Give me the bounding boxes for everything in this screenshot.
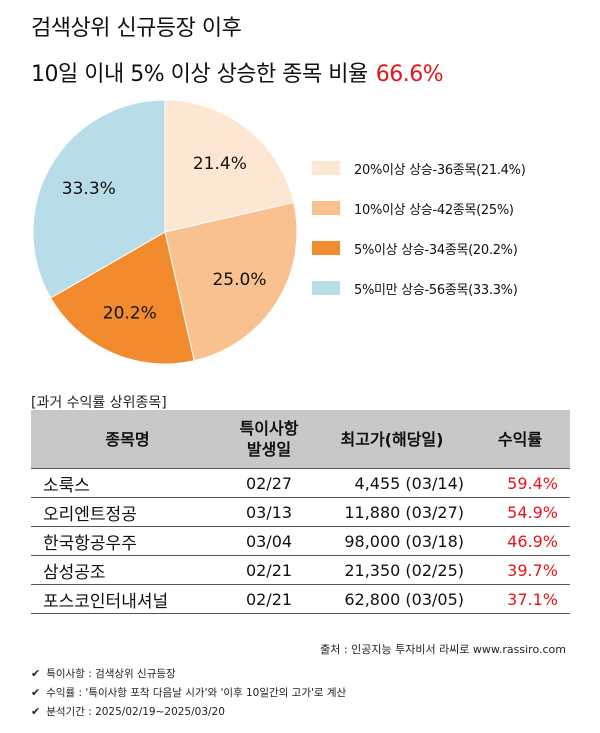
legend-label: 5%이상 상승-34종목(20.2%) (354, 242, 518, 258)
high-price: 21,350 (02/25) (314, 555, 470, 585)
header-high: 최고가(해당일) (314, 410, 470, 469)
header-date-line1: 특이사항 (239, 419, 299, 438)
pie-slice (164, 99, 295, 233)
header-date-line2: 발생일 (246, 440, 292, 459)
check-icon: ✔ (31, 686, 41, 699)
legend-swatch (312, 161, 340, 175)
table-row: 소룩스 02/27 4,455 (03/14) 59.4% (31, 468, 570, 498)
footnote-text: 수익률 : '특이사항 포착 다음날 시가'와 '이후 10일간의 고가'로 계… (46, 687, 347, 699)
pie-slice (164, 201, 298, 362)
table-header-row: 종목명 특이사항 발생일 최고가(해당일) 수익률 (31, 410, 570, 469)
page-title: 검색상위 신규등장 이후 (31, 16, 242, 41)
stock-name: 소룩스 (31, 468, 224, 498)
footnote: ✔ 특이사항 : 검색상위 신규등장 (31, 664, 346, 683)
high-price: 62,800 (03/05) (314, 584, 470, 614)
table-row: 오리엔트정공 03/13 11,880 (03/27) 54.9% (31, 497, 570, 527)
pie-data-label: 25.0% (212, 270, 266, 290)
return-value: 46.9% (470, 526, 570, 556)
high-price: 98,000 (03/18) (314, 526, 470, 556)
subtitle-percentage: 66.6% (375, 62, 444, 87)
footnote: ✔ 수익률 : '특이사항 포착 다음날 시가'와 '이후 10일간의 고가'로… (31, 683, 346, 702)
stock-name: 포스코인터내셔널 (31, 584, 224, 614)
event-date: 03/13 (224, 497, 314, 527)
footnote-text: 특이사항 : 검색상위 신규등장 (46, 668, 176, 680)
table-row: 삼성공조 02/21 21,350 (02/25) 39.7% (31, 555, 570, 585)
legend-swatch (312, 241, 340, 255)
footnote-text: 분석기간 : 2025/02/19~2025/03/20 (46, 706, 225, 718)
event-date: 02/21 (224, 555, 314, 585)
pie-data-label: 21.4% (193, 154, 247, 174)
event-date: 02/21 (224, 584, 314, 614)
chart-legend: 20%이상 상승-36종목(21.4%) 10%이상 상승-42종목(25%) … (312, 158, 526, 318)
subtitle-text: 10일 이내 5% 이상 상승한 종목 비율 (31, 62, 368, 87)
return-value: 59.4% (470, 468, 570, 498)
pie-slice (32, 99, 166, 299)
legend-swatch (312, 201, 340, 215)
high-price: 11,880 (03/27) (314, 497, 470, 527)
stock-name: 한국항공우주 (31, 526, 224, 556)
legend-item: 5%이상 상승-34종목(20.2%) (312, 238, 525, 258)
event-date: 03/04 (224, 526, 314, 556)
pie-data-label: 33.3% (62, 179, 116, 199)
top-returns-table: 종목명 특이사항 발생일 최고가(해당일) 수익률 소룩스 02/27 4,45… (31, 410, 570, 614)
return-value: 39.7% (470, 555, 570, 585)
legend-item: 10%이상 상승-42종목(25%) (312, 198, 525, 218)
table-row: 포스코인터내셔널 02/21 62,800 (03/05) 37.1% (31, 584, 570, 614)
return-value: 54.9% (470, 497, 570, 527)
footnote: ✔ 분석기간 : 2025/02/19~2025/03/20 (31, 702, 346, 721)
legend-label: 10%이상 상승-42종목(25%) (354, 202, 514, 218)
pie-slice (50, 231, 195, 365)
header-return: 수익률 (470, 410, 570, 469)
legend-label: 20%이상 상승-36종목(21.4%) (354, 162, 526, 178)
check-icon: ✔ (31, 705, 41, 718)
pie-chart: 21.4% 25.0% 20.2% 33.3% (32, 99, 298, 365)
stock-name: 오리엔트정공 (31, 497, 224, 527)
chart-subtitle: 10일 이내 5% 이상 상승한 종목 비율 66.6% (31, 56, 444, 88)
header-name: 종목명 (31, 410, 224, 469)
high-price: 4,455 (03/14) (314, 468, 470, 498)
table-row: 한국항공우주 03/04 98,000 (03/18) 46.9% (31, 526, 570, 556)
legend-swatch (312, 281, 340, 295)
pie-data-label: 20.2% (103, 304, 157, 324)
source-credit: 출처 : 인공지능 투자비서 라씨로 www.rassiro.com (320, 643, 566, 656)
stock-name: 삼성공조 (31, 555, 224, 585)
footnotes: ✔ 특이사항 : 검색상위 신규등장 ✔ 수익률 : '특이사항 포착 다음날 … (31, 664, 346, 721)
return-value: 37.1% (470, 584, 570, 614)
legend-label: 5%미만 상승-56종목(33.3%) (354, 282, 518, 298)
legend-item: 5%미만 상승-56종목(33.3%) (312, 278, 525, 298)
table-caption: [과거 수익률 상위종목] (31, 395, 167, 411)
header-date: 특이사항 발생일 (224, 410, 314, 469)
event-date: 02/27 (224, 468, 314, 498)
legend-item: 20%이상 상승-36종목(21.4%) (312, 158, 526, 178)
check-icon: ✔ (31, 667, 41, 680)
